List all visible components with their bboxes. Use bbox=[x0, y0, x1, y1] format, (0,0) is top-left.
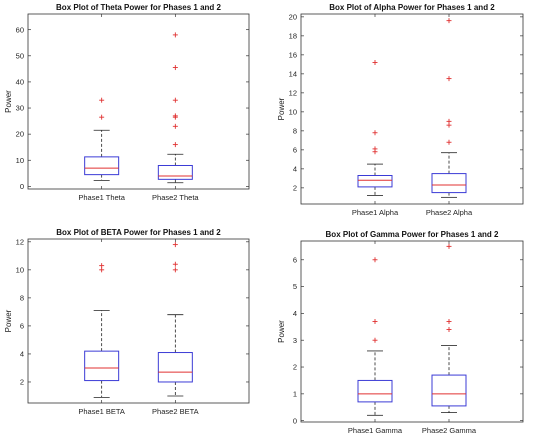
chart-panel-2: Box Plot of Alpha Power for Phases 1 and… bbox=[277, 3, 524, 217]
outlier-marker bbox=[372, 146, 378, 152]
y-tick-label: 30 bbox=[16, 104, 24, 113]
box-1 bbox=[357, 59, 393, 196]
y-tick-label: 12 bbox=[289, 88, 297, 97]
y-tick-label: 6 bbox=[293, 145, 297, 154]
outlier-marker bbox=[172, 65, 178, 71]
y-tick-label: 10 bbox=[289, 107, 297, 116]
x-tick-label: Phase2 Theta bbox=[152, 193, 199, 202]
outlier-marker bbox=[372, 337, 378, 343]
outlier-marker bbox=[372, 318, 378, 324]
y-tick-label: 0 bbox=[20, 182, 24, 191]
outlier-marker bbox=[99, 97, 105, 103]
y-tick-label: 18 bbox=[289, 31, 297, 40]
y-axis-label: Power bbox=[277, 320, 286, 343]
outlier-marker bbox=[172, 242, 178, 248]
y-tick-label: 1 bbox=[293, 389, 297, 398]
x-tick-label: Phase1 BETA bbox=[78, 407, 125, 416]
box-2 bbox=[431, 18, 467, 198]
y-tick-label: 4 bbox=[20, 350, 24, 359]
x-tick-label: Phase2 Alpha bbox=[426, 208, 473, 217]
outlier-marker bbox=[446, 118, 452, 124]
y-tick-label: 16 bbox=[289, 50, 297, 59]
box-iqr bbox=[357, 379, 393, 403]
outlier-marker bbox=[99, 263, 105, 269]
y-tick-label: 0 bbox=[293, 416, 297, 425]
chart-panel-4: Box Plot of Gamma Power for Phases 1 and… bbox=[277, 230, 524, 433]
box-iqr bbox=[431, 173, 467, 194]
box-1 bbox=[357, 257, 393, 416]
y-tick-label: 4 bbox=[293, 309, 297, 318]
y-tick-label: 40 bbox=[16, 78, 24, 87]
chart-title: Box Plot of Theta Power for Phases 1 and… bbox=[56, 3, 221, 12]
y-tick-label: 2 bbox=[293, 363, 297, 372]
y-tick-label: 20 bbox=[289, 12, 297, 21]
y-tick-label: 10 bbox=[16, 156, 24, 165]
chart-title: Box Plot of Alpha Power for Phases 1 and… bbox=[329, 3, 495, 12]
outlier-marker bbox=[446, 18, 452, 24]
outlier-marker bbox=[446, 243, 452, 249]
outlier-marker bbox=[172, 267, 178, 273]
chart-panel-3: Box Plot of BETA Power for Phases 1 and … bbox=[4, 228, 250, 416]
outlier-marker bbox=[372, 130, 378, 136]
outlier-marker bbox=[99, 267, 105, 273]
box-iqr bbox=[84, 156, 120, 176]
y-tick-label: 2 bbox=[20, 378, 24, 387]
chart-title: Box Plot of Gamma Power for Phases 1 and… bbox=[326, 230, 499, 239]
box-1 bbox=[84, 263, 120, 398]
outlier-marker bbox=[446, 76, 452, 82]
box-iqr bbox=[157, 352, 193, 383]
y-tick-label: 8 bbox=[20, 293, 24, 302]
outlier-marker bbox=[172, 97, 178, 103]
outlier-marker bbox=[99, 114, 105, 120]
outlier-marker bbox=[172, 32, 178, 38]
y-tick-label: 6 bbox=[20, 322, 24, 331]
y-axis-label: Power bbox=[4, 90, 13, 113]
outlier-marker bbox=[372, 59, 378, 65]
box-2 bbox=[157, 32, 193, 184]
outlier-marker bbox=[172, 113, 178, 119]
outlier-marker bbox=[172, 142, 178, 148]
axes-frame bbox=[27, 13, 250, 190]
x-tick-label: Phase1 Gamma bbox=[348, 426, 403, 433]
box-1 bbox=[84, 97, 120, 181]
y-tick-label: 50 bbox=[16, 51, 24, 60]
y-axis-label: Power bbox=[4, 309, 13, 332]
y-tick-label: 60 bbox=[16, 25, 24, 34]
outlier-marker bbox=[172, 261, 178, 267]
outlier-marker bbox=[446, 139, 452, 145]
x-tick-label: Phase2 BETA bbox=[152, 407, 199, 416]
box-iqr bbox=[84, 350, 120, 382]
y-tick-label: 12 bbox=[16, 237, 24, 246]
box-2 bbox=[431, 243, 467, 414]
outlier-marker bbox=[372, 257, 378, 263]
x-tick-label: Phase2 Gamma bbox=[422, 426, 477, 433]
box-iqr bbox=[357, 175, 393, 188]
outlier-marker bbox=[446, 326, 452, 332]
axes-frame bbox=[27, 238, 250, 404]
outlier-marker bbox=[446, 318, 452, 324]
y-tick-label: 6 bbox=[293, 255, 297, 264]
axes-frame bbox=[300, 240, 524, 423]
y-tick-label: 5 bbox=[293, 282, 297, 291]
box-iqr bbox=[431, 374, 467, 407]
y-tick-label: 4 bbox=[293, 164, 297, 173]
box-iqr bbox=[157, 164, 193, 180]
y-tick-label: 8 bbox=[293, 126, 297, 135]
outlier-marker bbox=[172, 123, 178, 129]
x-tick-label: Phase1 Alpha bbox=[352, 208, 399, 217]
box-2 bbox=[157, 242, 193, 397]
y-tick-label: 20 bbox=[16, 130, 24, 139]
y-tick-label: 10 bbox=[16, 265, 24, 274]
y-tick-label: 3 bbox=[293, 336, 297, 345]
chart-title: Box Plot of BETA Power for Phases 1 and … bbox=[56, 228, 221, 237]
y-axis-label: Power bbox=[277, 97, 286, 120]
x-tick-label: Phase1 Theta bbox=[78, 193, 125, 202]
axes-frame bbox=[300, 13, 524, 205]
chart-panel-1: Box Plot of Theta Power for Phases 1 and… bbox=[4, 3, 250, 202]
y-tick-label: 14 bbox=[289, 69, 297, 78]
y-tick-label: 2 bbox=[293, 183, 297, 192]
